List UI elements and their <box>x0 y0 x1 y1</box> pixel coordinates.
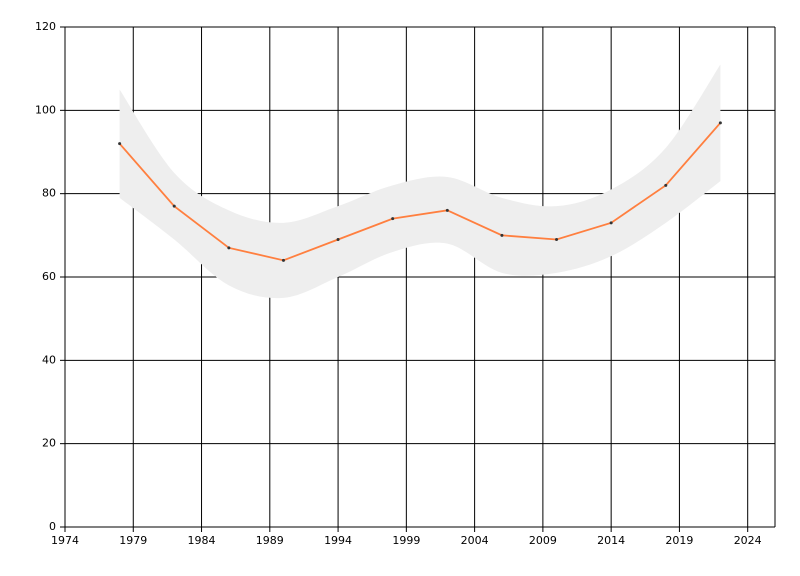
x-tick-label: 2019 <box>665 534 693 547</box>
data-point <box>555 238 559 241</box>
x-tick-label: 1984 <box>188 534 216 547</box>
x-tick-label: 2024 <box>734 534 762 547</box>
line-series <box>118 122 722 262</box>
y-tick-label: 40 <box>42 353 56 366</box>
data-point <box>172 204 176 208</box>
y-tick-label: 0 <box>49 520 56 533</box>
x-tick-label: 2009 <box>529 534 557 547</box>
data-point <box>336 238 340 241</box>
data-point <box>445 208 449 212</box>
data-point <box>664 183 668 187</box>
x-tick-label: 2004 <box>461 534 489 547</box>
x-tick-label: 1974 <box>51 534 79 547</box>
x-tick-label: 1994 <box>324 534 352 547</box>
x-tick-label: 1979 <box>119 534 147 547</box>
data-point <box>118 142 122 146</box>
data-point <box>500 233 504 237</box>
x-tick-label: 1999 <box>392 534 420 547</box>
x-tick-label: 1989 <box>256 534 284 547</box>
data-point <box>609 221 613 225</box>
data-point <box>391 217 395 221</box>
data-point <box>718 121 722 125</box>
y-tick-label: 60 <box>42 270 56 283</box>
confidence-band <box>119 64 721 299</box>
data-point <box>281 258 285 262</box>
data-point <box>227 246 231 250</box>
y-tick-label: 100 <box>35 103 56 116</box>
y-tick-label: 120 <box>35 20 56 33</box>
x-tick-label: 2014 <box>597 534 625 547</box>
y-tick-label: 80 <box>42 187 56 200</box>
y-tick-label: 20 <box>42 437 56 450</box>
